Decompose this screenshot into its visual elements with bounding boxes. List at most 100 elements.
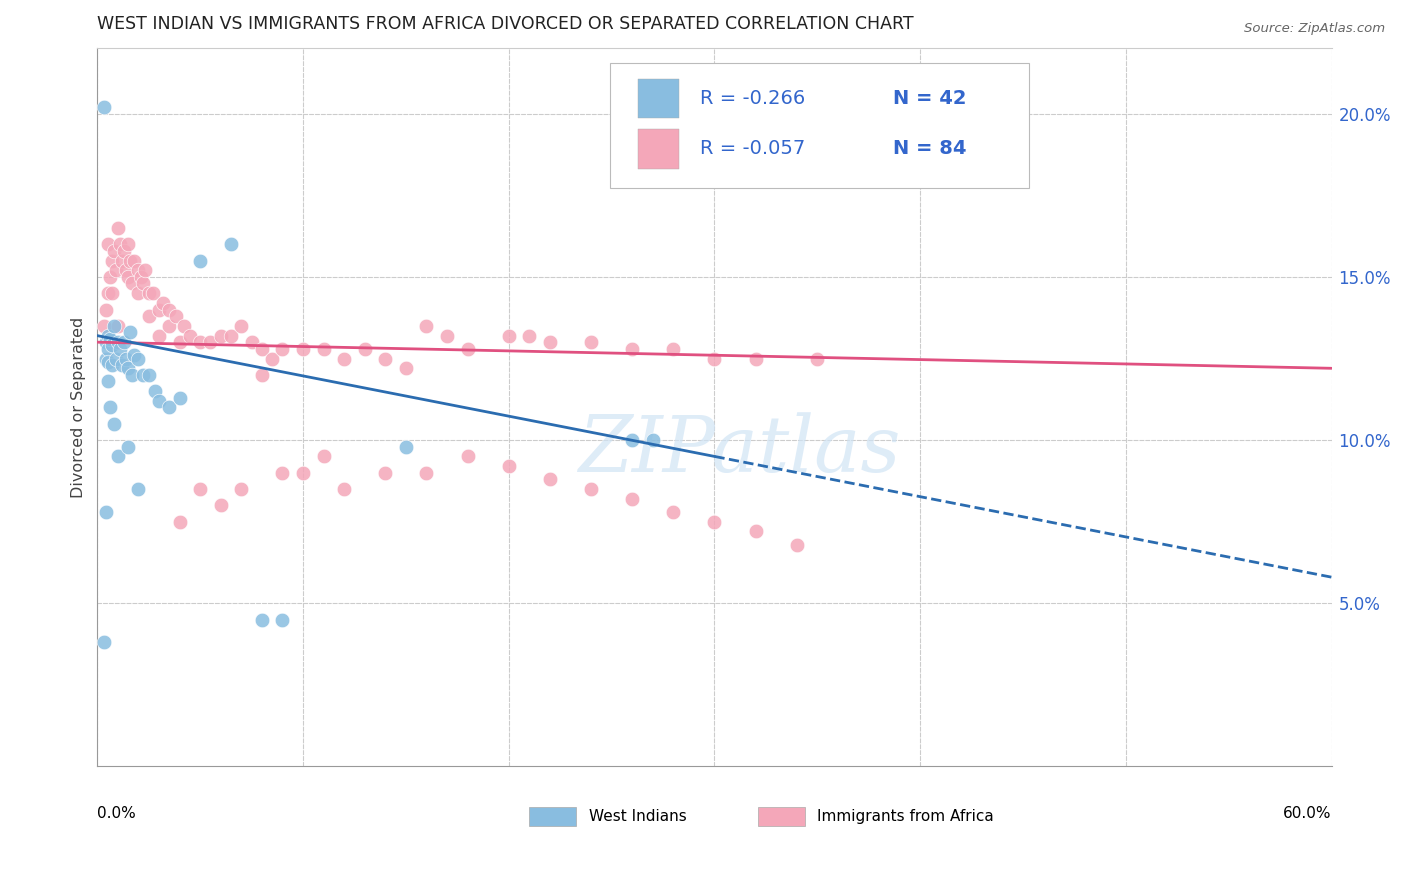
Point bbox=[103, 244, 125, 258]
Text: Immigrants from Africa: Immigrants from Africa bbox=[817, 809, 994, 824]
Point bbox=[415, 466, 437, 480]
Point bbox=[353, 342, 375, 356]
Point bbox=[142, 286, 165, 301]
Text: WEST INDIAN VS IMMIGRANTS FROM AFRICA DIVORCED OR SEPARATED CORRELATION CHART: WEST INDIAN VS IMMIGRANTS FROM AFRICA DI… bbox=[97, 15, 914, 33]
Point bbox=[98, 332, 121, 346]
Point bbox=[240, 335, 263, 350]
Point bbox=[250, 368, 273, 382]
Point bbox=[662, 505, 685, 519]
Point bbox=[107, 335, 129, 350]
Point bbox=[271, 613, 294, 627]
Point bbox=[169, 391, 191, 405]
Point bbox=[517, 328, 540, 343]
Point bbox=[219, 237, 242, 252]
Point bbox=[117, 269, 139, 284]
Point bbox=[138, 286, 160, 301]
Point bbox=[128, 286, 150, 301]
Point bbox=[219, 328, 242, 343]
Point bbox=[457, 342, 479, 356]
Point bbox=[621, 433, 644, 447]
FancyBboxPatch shape bbox=[610, 62, 1029, 188]
Point bbox=[112, 244, 135, 258]
Point bbox=[538, 472, 561, 486]
Point bbox=[457, 450, 479, 464]
Point bbox=[97, 286, 120, 301]
Point bbox=[157, 401, 180, 415]
Point bbox=[93, 100, 115, 114]
Point bbox=[103, 318, 125, 333]
Point bbox=[117, 440, 139, 454]
Point bbox=[292, 342, 315, 356]
Point bbox=[104, 263, 127, 277]
Point bbox=[179, 328, 201, 343]
Point bbox=[415, 318, 437, 333]
Point bbox=[120, 326, 142, 340]
Text: R = -0.266: R = -0.266 bbox=[700, 89, 804, 108]
Point bbox=[621, 491, 644, 506]
Point bbox=[121, 368, 143, 382]
Point bbox=[436, 328, 458, 343]
Point bbox=[93, 635, 115, 649]
Point bbox=[621, 342, 644, 356]
Point bbox=[115, 263, 138, 277]
Point bbox=[148, 393, 170, 408]
FancyBboxPatch shape bbox=[638, 129, 679, 169]
Point bbox=[538, 335, 561, 350]
Point bbox=[103, 417, 125, 431]
Point bbox=[292, 466, 315, 480]
Point bbox=[97, 375, 120, 389]
Point bbox=[148, 302, 170, 317]
Y-axis label: Divorced or Separated: Divorced or Separated bbox=[72, 317, 86, 498]
Point bbox=[641, 433, 664, 447]
Point bbox=[108, 342, 131, 356]
Point bbox=[128, 351, 150, 366]
FancyBboxPatch shape bbox=[758, 806, 804, 826]
Point bbox=[786, 537, 808, 551]
Point bbox=[209, 328, 232, 343]
Point bbox=[579, 335, 602, 350]
FancyBboxPatch shape bbox=[529, 806, 576, 826]
Point bbox=[395, 440, 418, 454]
Point bbox=[131, 368, 153, 382]
Point bbox=[97, 342, 120, 356]
Text: N = 84: N = 84 bbox=[893, 139, 967, 159]
Point bbox=[98, 401, 121, 415]
Point bbox=[138, 368, 160, 382]
Point bbox=[120, 253, 142, 268]
Text: ZIPatlas: ZIPatlas bbox=[578, 412, 900, 489]
Point bbox=[94, 351, 117, 366]
Text: 60.0%: 60.0% bbox=[1284, 806, 1331, 821]
Text: R = -0.057: R = -0.057 bbox=[700, 139, 804, 159]
Point bbox=[98, 269, 121, 284]
Point bbox=[703, 515, 725, 529]
Point bbox=[124, 348, 146, 362]
Point bbox=[93, 318, 115, 333]
Point bbox=[374, 351, 396, 366]
Point bbox=[134, 263, 156, 277]
Point bbox=[231, 318, 253, 333]
Point bbox=[498, 459, 520, 474]
Point bbox=[744, 351, 766, 366]
Point bbox=[188, 482, 211, 496]
Point bbox=[498, 328, 520, 343]
Point bbox=[94, 335, 117, 350]
Point bbox=[250, 613, 273, 627]
Point bbox=[129, 269, 152, 284]
Point bbox=[143, 384, 166, 398]
Point bbox=[111, 358, 134, 372]
Point bbox=[312, 450, 335, 464]
Point bbox=[100, 338, 122, 352]
Point bbox=[169, 335, 191, 350]
Point bbox=[124, 253, 146, 268]
Point bbox=[100, 358, 122, 372]
Point bbox=[117, 361, 139, 376]
Point bbox=[173, 318, 195, 333]
Point bbox=[271, 342, 294, 356]
Point bbox=[107, 450, 129, 464]
Point bbox=[703, 351, 725, 366]
Point bbox=[333, 351, 356, 366]
Point bbox=[104, 351, 127, 366]
Point bbox=[94, 505, 117, 519]
Point bbox=[107, 221, 129, 235]
Point bbox=[157, 302, 180, 317]
